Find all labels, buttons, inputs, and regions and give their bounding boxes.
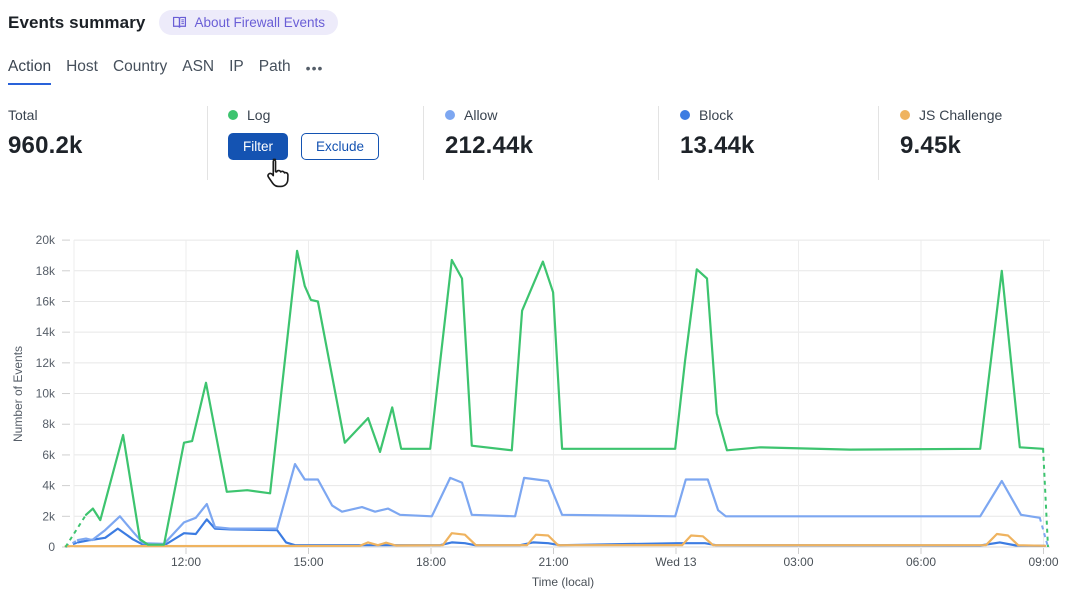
series-line-log	[84, 249, 1045, 546]
js-challenge-legend-dot	[900, 110, 910, 120]
about-firewall-events-badge[interactable]: About Firewall Events	[159, 10, 339, 35]
tab-path[interactable]: Path	[258, 58, 291, 75]
svg-text:14k: 14k	[36, 325, 56, 339]
svg-text:15:00: 15:00	[293, 555, 323, 569]
svg-text:2k: 2k	[42, 509, 56, 523]
filter-tabs: Action Host Country ASN IP Path •••	[8, 58, 323, 85]
exclude-button[interactable]: Exclude	[301, 133, 380, 160]
stat-allow-value: 212.44k	[445, 132, 534, 159]
block-legend-dot	[680, 110, 690, 120]
tab-country[interactable]: Country	[112, 58, 168, 75]
y-axis-title: Number of Events	[11, 346, 25, 442]
stat-total: Total 960.2k	[8, 107, 83, 160]
events-chart: 0 2k 4k 6k 8k 10k 12k 14k 16k 18k 20k 12:00 15:00 18:…	[11, 233, 1059, 589]
stat-block: Block 13.44k	[680, 107, 755, 160]
series-line-js-challenge	[64, 532, 1047, 548]
svg-text:6k: 6k	[42, 448, 56, 462]
header: Events summary About Firewall Events	[8, 10, 339, 35]
divider	[423, 106, 424, 180]
svg-text:09:00: 09:00	[1028, 555, 1058, 569]
tab-host[interactable]: Host	[66, 58, 98, 75]
stat-block-label: Block	[699, 107, 734, 123]
tab-ip[interactable]: IP	[229, 58, 244, 75]
stat-allow-label: Allow	[464, 107, 498, 123]
svg-text:4k: 4k	[42, 479, 56, 493]
page-title: Events summary	[8, 12, 146, 32]
about-badge-label: About Firewall Events	[194, 15, 326, 30]
svg-text:Wed 13: Wed 13	[655, 555, 696, 569]
log-legend-dot	[228, 110, 238, 120]
stat-total-label: Total	[8, 107, 38, 123]
svg-text:0: 0	[48, 540, 55, 554]
chart-axis-labels: 0 2k 4k 6k 8k 10k 12k 14k 16k 18k 20k 12:00 15:00 18:…	[11, 233, 1059, 589]
svg-text:03:00: 03:00	[783, 555, 813, 569]
tab-asn[interactable]: ASN	[182, 58, 215, 75]
chart-series-lines	[64, 249, 1049, 548]
stat-total-value: 960.2k	[8, 132, 83, 159]
stat-block-value: 13.44k	[680, 132, 755, 159]
svg-text:10k: 10k	[36, 387, 56, 401]
divider	[658, 106, 659, 180]
svg-text:20k: 20k	[36, 233, 56, 247]
divider	[207, 106, 208, 180]
svg-text:18k: 18k	[36, 264, 56, 278]
stat-log-label: Log	[247, 107, 271, 123]
stat-js-challenge-value: 9.45k	[900, 132, 962, 159]
stats-row: Total 960.2k Log Filter Exclude Allow 21…	[0, 105, 1068, 185]
svg-text:8k: 8k	[42, 417, 56, 431]
stat-log: Log Filter Exclude	[228, 107, 380, 160]
tab-action[interactable]: Action	[8, 58, 52, 85]
stat-js-challenge-label: JS Challenge	[919, 107, 1003, 123]
filter-button[interactable]: Filter	[228, 133, 288, 160]
svg-text:16k: 16k	[36, 294, 56, 308]
x-axis-title: Time (local)	[532, 575, 594, 589]
stat-allow: Allow 212.44k	[445, 107, 533, 160]
allow-legend-dot	[445, 110, 455, 120]
svg-text:06:00: 06:00	[906, 555, 936, 569]
more-tabs-icon[interactable]: •••	[305, 60, 324, 76]
series-line-block	[76, 518, 1047, 547]
svg-text:12k: 12k	[36, 356, 56, 370]
series-line-allow	[76, 463, 1041, 545]
divider	[878, 106, 879, 180]
svg-text:12:00: 12:00	[171, 555, 201, 569]
stat-js-challenge: JS Challenge 9.45k	[900, 107, 1002, 160]
chart-gridlines	[62, 239, 1050, 554]
book-icon	[172, 15, 187, 30]
svg-text:21:00: 21:00	[538, 555, 568, 569]
svg-text:18:00: 18:00	[416, 555, 446, 569]
